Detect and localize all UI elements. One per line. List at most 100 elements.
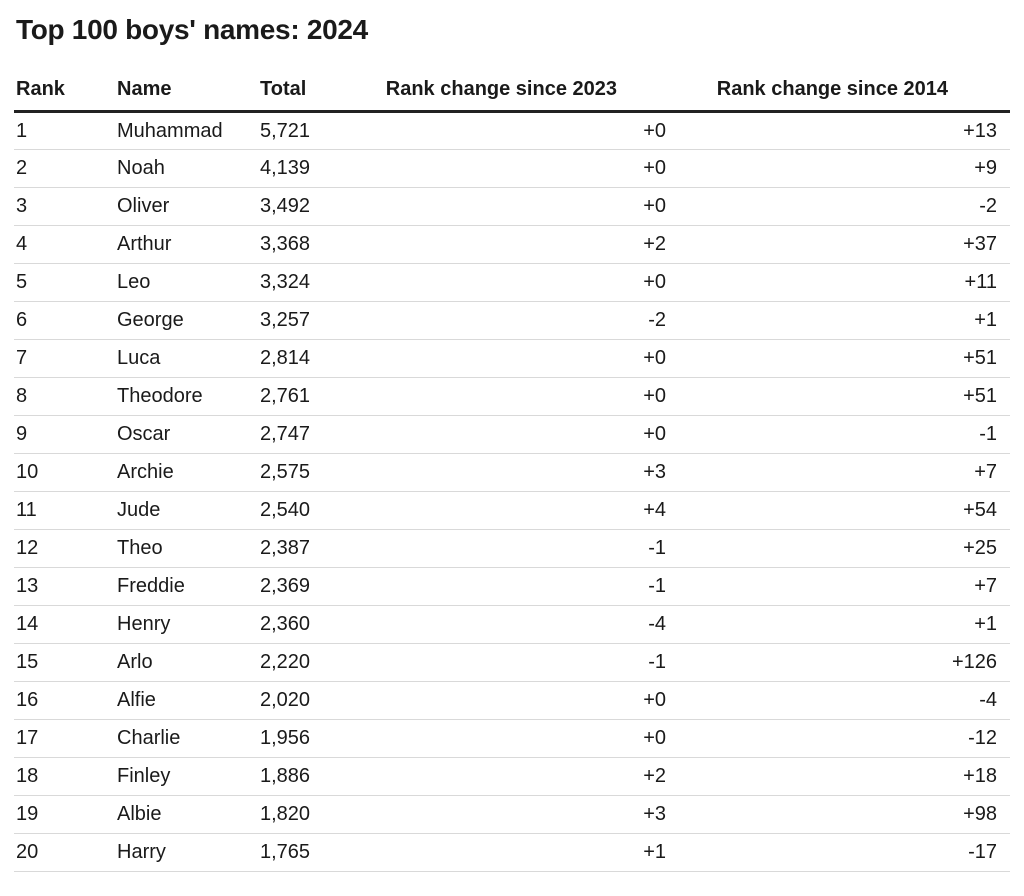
name-cell: Freddie — [115, 567, 258, 606]
page-title: Top 100 boys' names: 2024 — [16, 14, 368, 45]
total-cell: 2,814 — [258, 339, 348, 378]
change-2014-cell: +126 — [679, 643, 1010, 682]
change-2023-cell: +0 — [348, 263, 679, 302]
change-2023-cell: +0 — [348, 377, 679, 416]
total-cell: 5,721 — [258, 111, 348, 150]
table-row: 2 Noah 4,139 +0 +9 — [14, 149, 1010, 188]
name-cell: Noah — [115, 149, 258, 188]
change-2014-cell: -4 — [679, 681, 1010, 720]
change-2023-cell: +2 — [348, 225, 679, 264]
table-row: 4 Arthur 3,368 +2 +37 — [14, 225, 1010, 264]
name-cell: Archie — [115, 453, 258, 492]
change-2023-cell: -1 — [348, 643, 679, 682]
name-cell: George — [115, 301, 258, 340]
change-2014-cell: +18 — [679, 757, 1010, 796]
total-cell: 2,220 — [258, 643, 348, 682]
change-2014-cell: -2 — [679, 187, 1010, 226]
name-cell: Oscar — [115, 415, 258, 454]
rank-cell: 11 — [14, 491, 115, 530]
names-table: Rank Name Total Rank change since 2023 R… — [14, 78, 1010, 872]
table-row: 19 Albie 1,820 +3 +98 — [14, 795, 1010, 834]
change-2023-cell: -4 — [348, 605, 679, 644]
total-cell: 3,368 — [258, 225, 348, 264]
total-cell: 2,020 — [258, 681, 348, 720]
change-2023-cell: +0 — [348, 415, 679, 454]
name-cell: Theo — [115, 529, 258, 568]
name-cell: Albie — [115, 795, 258, 834]
change-2023-cell: -1 — [348, 529, 679, 568]
table-row: 15 Arlo 2,220 -1 +126 — [14, 643, 1010, 682]
table-row: 8 Theodore 2,761 +0 +51 — [14, 377, 1010, 416]
change-2014-cell: +37 — [679, 225, 1010, 264]
name-cell: Charlie — [115, 719, 258, 758]
rank-cell: 15 — [14, 643, 115, 682]
total-cell: 2,360 — [258, 605, 348, 644]
table-row: 18 Finley 1,886 +2 +18 — [14, 757, 1010, 796]
header-change-2014: Rank change since 2014 — [679, 78, 1010, 113]
change-2023-cell: +0 — [348, 187, 679, 226]
change-2023-cell: +0 — [348, 719, 679, 758]
name-cell: Henry — [115, 605, 258, 644]
table-row: 3 Oliver 3,492 +0 -2 — [14, 187, 1010, 226]
change-2014-cell: -12 — [679, 719, 1010, 758]
rank-cell: 5 — [14, 263, 115, 302]
rank-cell: 8 — [14, 377, 115, 416]
rank-cell: 18 — [14, 757, 115, 796]
rank-cell: 4 — [14, 225, 115, 264]
rank-cell: 19 — [14, 795, 115, 834]
rank-cell: 1 — [14, 111, 115, 150]
table-row: 17 Charlie 1,956 +0 -12 — [14, 719, 1010, 758]
header-rank: Rank — [14, 78, 115, 113]
total-cell: 1,956 — [258, 719, 348, 758]
change-2014-cell: +98 — [679, 795, 1010, 834]
name-cell: Muhammad — [115, 111, 258, 150]
total-cell: 3,324 — [258, 263, 348, 302]
rank-cell: 16 — [14, 681, 115, 720]
name-cell: Arthur — [115, 225, 258, 264]
rank-cell: 12 — [14, 529, 115, 568]
total-cell: 2,575 — [258, 453, 348, 492]
change-2023-cell: +3 — [348, 453, 679, 492]
name-cell: Alfie — [115, 681, 258, 720]
change-2023-cell: +4 — [348, 491, 679, 530]
total-cell: 4,139 — [258, 149, 348, 188]
change-2014-cell: +54 — [679, 491, 1010, 530]
name-cell: Luca — [115, 339, 258, 378]
header-change-2023: Rank change since 2023 — [348, 78, 679, 113]
change-2014-cell: +11 — [679, 263, 1010, 302]
change-2023-cell: +3 — [348, 795, 679, 834]
total-cell: 2,540 — [258, 491, 348, 530]
name-cell: Leo — [115, 263, 258, 302]
table-row: 10 Archie 2,575 +3 +7 — [14, 453, 1010, 492]
change-2014-cell: +7 — [679, 453, 1010, 492]
rank-cell: 9 — [14, 415, 115, 454]
change-2023-cell: +1 — [348, 833, 679, 872]
name-cell: Finley — [115, 757, 258, 796]
change-2023-cell: -1 — [348, 567, 679, 606]
total-cell: 2,369 — [258, 567, 348, 606]
change-2023-cell: +0 — [348, 149, 679, 188]
header-name: Name — [115, 78, 258, 113]
table-row: 7 Luca 2,814 +0 +51 — [14, 339, 1010, 378]
change-2023-cell: +0 — [348, 339, 679, 378]
table-row: 13 Freddie 2,369 -1 +7 — [14, 567, 1010, 606]
change-2014-cell: +9 — [679, 149, 1010, 188]
change-2014-cell: +51 — [679, 339, 1010, 378]
header-row: Rank Name Total Rank change since 2023 R… — [14, 78, 1010, 113]
total-cell: 3,257 — [258, 301, 348, 340]
name-cell: Theodore — [115, 377, 258, 416]
table-row: 16 Alfie 2,020 +0 -4 — [14, 681, 1010, 720]
rank-cell: 3 — [14, 187, 115, 226]
change-2023-cell: -2 — [348, 301, 679, 340]
total-cell: 2,761 — [258, 377, 348, 416]
name-cell: Harry — [115, 833, 258, 872]
rank-cell: 13 — [14, 567, 115, 606]
rank-cell: 20 — [14, 833, 115, 872]
table-row: 11 Jude 2,540 +4 +54 — [14, 491, 1010, 530]
change-2023-cell: +2 — [348, 757, 679, 796]
rank-cell: 14 — [14, 605, 115, 644]
total-cell: 2,387 — [258, 529, 348, 568]
change-2014-cell: +1 — [679, 301, 1010, 340]
rank-cell: 7 — [14, 339, 115, 378]
